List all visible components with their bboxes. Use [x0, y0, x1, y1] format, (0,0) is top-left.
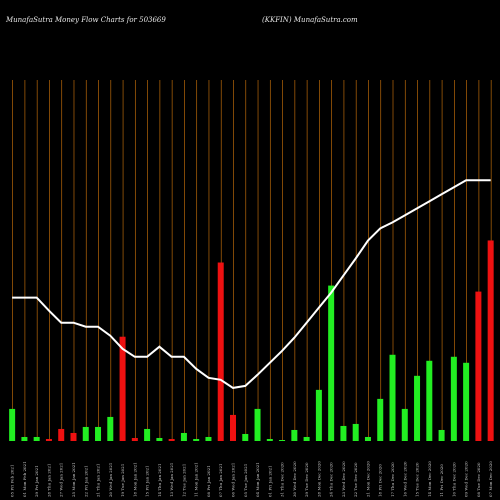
x-tick-label: 04 Mon Jan 2021 — [255, 462, 260, 497]
bar-30-wed-dec-2020 — [291, 429, 298, 441]
x-tick-label: 09 Wed Dec 2020 — [464, 461, 469, 497]
x-tick-label: 18 Mon Jan 2021 — [132, 462, 137, 497]
bar-07-thu-jan-2021 — [217, 262, 224, 441]
bar-17-thu-dec-2020 — [389, 354, 396, 441]
bar-15-fri-jan-2021 — [144, 428, 151, 441]
bar-20-wed-jan-2021 — [107, 416, 114, 441]
x-tick-label: 25 Mon Jan 2021 — [71, 462, 76, 497]
bar-06-wed-jan-2021 — [229, 414, 236, 441]
bar-series — [9, 240, 494, 441]
x-tick-label: 24 Thu Dec 2020 — [329, 462, 334, 497]
bar-14-mon-dec-2020 — [426, 360, 433, 441]
bar-21-thu-jan-2021 — [95, 426, 102, 441]
x-tick-label: 08 Fri Jan 2021 — [206, 465, 211, 497]
x-tick-label: 14 Mon Dec 2020 — [427, 461, 432, 497]
bar-18-fri-dec-2020 — [377, 398, 384, 441]
bar-28-thu-jan-2021 — [45, 438, 52, 441]
x-tick-label: 31 Thu Dec 2020 — [280, 462, 285, 497]
bar-18-mon-jan-2021 — [131, 437, 138, 441]
x-tick-label: 19 Tue Jan 2021 — [120, 464, 125, 497]
bar-21-mon-dec-2020 — [364, 436, 371, 441]
bar-01-fri-jan-2021 — [266, 438, 273, 441]
bar-29-tue-dec-2020 — [303, 436, 310, 441]
x-tick-label: 08 Tue Dec 2020 — [476, 462, 481, 497]
bar-08-fri-jan-2021 — [205, 436, 212, 441]
bar-31-thu-dec-2020 — [279, 439, 286, 441]
x-tick-label: 20 Wed Jan 2021 — [108, 463, 113, 497]
x-tick-labels: 05 Fri Feb 2021 01 Mon Feb 2021 29 Fri Jan… — [10, 461, 494, 497]
x-tick-label: 29 Fri Jan 2021 — [34, 465, 39, 497]
x-tick-label: 07 Thu Jan 2021 — [218, 464, 223, 497]
chart-title: MunafaSutra Money Flow Charts for 503669 — [5, 16, 166, 24]
bar-13-wed-jan-2021 — [168, 438, 175, 441]
x-tick-label: 05 Fri Feb 2021 — [10, 464, 15, 497]
x-tick-label: 18 Fri Dec 2020 — [378, 464, 383, 497]
x-tick-label: 14 Thu Jan 2021 — [157, 464, 162, 497]
money-flow-line — [12, 179, 491, 389]
bar-27-wed-jan-2021 — [58, 428, 65, 441]
bar-04-mon-jan-2021 — [254, 408, 261, 441]
bar-07-mon-dec-2020 — [487, 240, 494, 441]
x-tick-label: 22 Tue Dec 2020 — [353, 462, 358, 497]
bar-28-mon-dec-2020 — [315, 389, 322, 441]
bar-22-tue-dec-2020 — [352, 423, 359, 441]
x-tick-label: 15 Tue Dec 2020 — [415, 462, 420, 497]
bar-11-fri-dec-2020 — [438, 429, 445, 441]
x-tick-label: 21 Mon Dec 2020 — [365, 461, 370, 497]
x-tick-label: 10 Thu Dec 2020 — [451, 462, 456, 497]
x-tick-label: 06 Wed Jan 2021 — [230, 463, 235, 497]
x-tick-label: 27 Wed Jan 2021 — [59, 463, 64, 497]
bar-23-wed-dec-2020 — [340, 425, 347, 441]
bar-14-thu-jan-2021 — [156, 437, 163, 441]
bar-10-thu-dec-2020 — [450, 356, 457, 441]
x-tick-label: 01 Mon Feb 2021 — [22, 461, 27, 497]
x-tick-label: 30 Wed Dec 2020 — [292, 461, 297, 497]
bar-22-fri-jan-2021 — [82, 426, 89, 441]
bar-05-fri-feb-2021 — [9, 408, 16, 441]
bar-19-tue-jan-2021 — [119, 336, 126, 441]
x-tick-label: 01 Fri Jan 2021 — [267, 465, 272, 497]
bar-08-tue-dec-2020 — [475, 291, 482, 441]
bar-01-mon-feb-2021 — [21, 436, 28, 441]
x-tick-label: 07 Mon Dec 2020 — [488, 461, 493, 497]
bar-09-wed-dec-2020 — [463, 362, 470, 441]
bar-12-tue-jan-2021 — [180, 432, 187, 441]
bar-24-thu-dec-2020 — [328, 285, 335, 441]
bar-16-wed-dec-2020 — [401, 408, 408, 441]
bar-05-tue-jan-2021 — [242, 433, 249, 441]
x-tick-label: 15 Fri Jan 2021 — [145, 465, 150, 497]
chart-subtitle: (KKFIN) MunafaSutra.com — [262, 16, 358, 24]
x-tick-label: 28 Thu Jan 2021 — [46, 464, 51, 497]
x-tick-label: 12 Tue Jan 2021 — [181, 464, 186, 497]
x-tick-label: 22 Fri Jan 2021 — [83, 465, 88, 497]
x-tick-label: 11 Mon Jan 2021 — [194, 462, 199, 497]
x-tick-label: 21 Thu Jan 2021 — [96, 464, 101, 497]
bar-15-tue-dec-2020 — [414, 375, 421, 441]
x-tick-label: 23 Wed Dec 2020 — [341, 461, 346, 497]
x-tick-label: 29 Tue Dec 2020 — [304, 462, 309, 497]
x-tick-label: 17 Thu Dec 2020 — [390, 462, 395, 497]
x-tick-label: 13 Wed Jan 2021 — [169, 463, 174, 497]
x-tick-label: 05 Tue Jan 2021 — [243, 464, 248, 497]
bar-29-fri-jan-2021 — [33, 436, 40, 441]
x-tick-label: 16 Wed Dec 2020 — [402, 461, 407, 497]
bar-25-mon-jan-2021 — [70, 432, 77, 441]
bar-11-mon-jan-2021 — [193, 438, 200, 441]
x-tick-label: 11 Fri Dec 2020 — [439, 464, 444, 497]
x-tick-label: 28 Mon Dec 2020 — [316, 461, 321, 497]
